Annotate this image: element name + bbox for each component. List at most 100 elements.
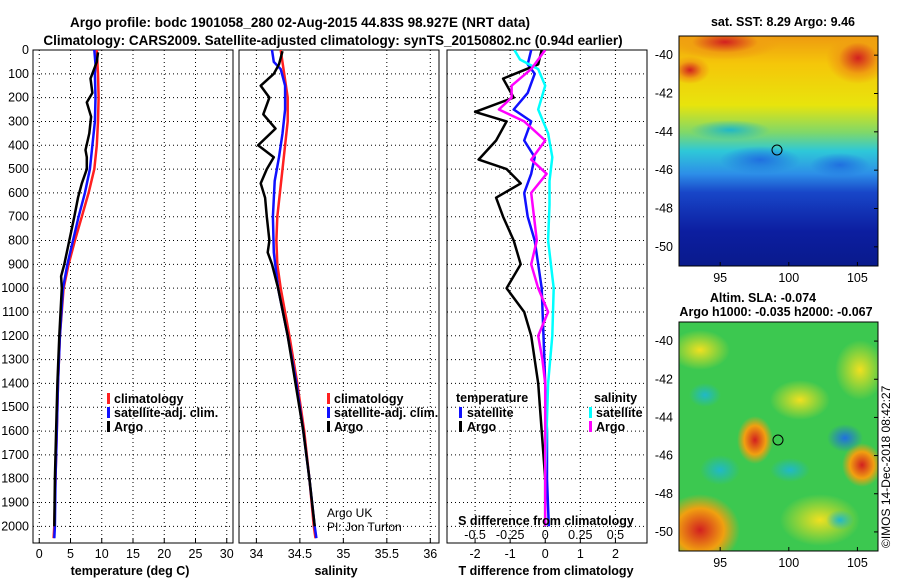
argo-credit-line-2: PI: Jon Turton bbox=[327, 520, 402, 534]
title-line-1: Argo profile: bodc 1901058_280 02-Aug-20… bbox=[70, 15, 530, 30]
title-line-2: Climatology: CARS2009. Satellite-adjuste… bbox=[43, 33, 622, 48]
sst-lat-tick-labels: -40 -42 -44 -46 -48 -50 bbox=[655, 48, 878, 254]
depth-tick-label: 2000 bbox=[1, 519, 29, 533]
depth-tick-labels: 0 100 200 300 400 500 600 700 800 900 1000 1100 1200… bbox=[1, 43, 29, 533]
sst-profile-marker bbox=[771, 144, 783, 156]
depth-tick-label: 1500 bbox=[1, 400, 29, 414]
depth-tick-label: 1600 bbox=[1, 424, 29, 438]
legend-s-satellite-label: satellite bbox=[596, 406, 643, 420]
sst-warm-patch bbox=[679, 56, 710, 84]
lat-tick-label: -50 bbox=[655, 240, 673, 254]
sla-profile-marker bbox=[772, 434, 784, 446]
legend-s-argo-label: Argo bbox=[596, 420, 626, 434]
legend-salinity-title: salinity bbox=[594, 391, 637, 405]
sst-map-frame bbox=[678, 35, 879, 267]
lon-tick-label: 100 bbox=[778, 556, 799, 570]
sst-cool-patch bbox=[720, 146, 800, 174]
legend-s-satellite-swatch bbox=[589, 407, 592, 418]
depth-tick-label: 600 bbox=[8, 186, 29, 200]
x-tick-label: 34.5 bbox=[288, 547, 312, 561]
depth-tick-label: 100 bbox=[8, 67, 29, 81]
legend-t-argo-label: Argo bbox=[467, 420, 497, 434]
x-tick-label: 25 bbox=[189, 547, 203, 561]
difference-panel: -2 -1 0 1 2 -0.5 -0.25 0 0.25 0.5 S difference f… bbox=[446, 49, 648, 578]
imos-credit: ©IMOS 14-Dec-2018 08:42:27 bbox=[879, 385, 893, 548]
sla-map: Altim. SLA: -0.074 Argo h1000: -0.035 h2… bbox=[655, 291, 879, 570]
legend-temperature-title: temperature bbox=[456, 391, 528, 405]
legend-argo-label: Argo bbox=[334, 420, 364, 434]
lat-tick-label: -44 bbox=[655, 410, 673, 424]
t-difference-tick-labels: -2 -1 0 1 2 bbox=[470, 547, 619, 561]
depth-tick-label: 1000 bbox=[1, 281, 29, 295]
salinity-plot-frame bbox=[238, 49, 440, 544]
sla-low-patch bbox=[827, 424, 863, 452]
sla-high-patch bbox=[679, 494, 740, 551]
salinity-grid bbox=[239, 50, 439, 543]
lat-tick-label: -48 bbox=[655, 202, 673, 216]
legend-climatology-label: climatology bbox=[114, 392, 184, 406]
depth-tick-label: 200 bbox=[8, 91, 29, 105]
lat-tick-label: -40 bbox=[655, 334, 673, 348]
sla-high-patch bbox=[737, 416, 773, 464]
sst-lon-tick-labels: 95 100 105 bbox=[713, 262, 868, 285]
x-tick-label: 2 bbox=[612, 547, 619, 561]
depth-tick-label: 0 bbox=[22, 43, 29, 57]
depth-tick-label: 300 bbox=[8, 114, 29, 128]
sla-high-patch bbox=[842, 443, 878, 487]
lat-tick-label: -46 bbox=[655, 163, 673, 177]
s-difference-tick-labels: -0.5 -0.25 0 0.25 0.5 bbox=[464, 528, 624, 542]
salinity-tick-labels: 34 34.5 35 35.5 36 bbox=[249, 547, 437, 561]
s-tick-label: -0.25 bbox=[496, 528, 525, 542]
sst-map-title: sat. SST: 8.29 Argo: 9.46 bbox=[711, 15, 855, 29]
legend-climatology-swatch bbox=[107, 393, 110, 404]
sla-low-patch bbox=[700, 455, 740, 485]
legend-argo-swatch bbox=[107, 421, 110, 432]
depth-tick-label: 800 bbox=[8, 234, 29, 248]
lat-tick-label: -46 bbox=[655, 449, 673, 463]
lat-tick-label: -44 bbox=[655, 125, 673, 139]
temperature-panel: 0100200300400500600700800900100011001200… bbox=[1, 43, 234, 578]
depth-tick-label: 700 bbox=[8, 210, 29, 224]
sla-map-frame bbox=[678, 321, 879, 552]
salinity-profile-lines bbox=[256, 50, 318, 539]
lon-tick-label: 105 bbox=[847, 271, 868, 285]
sla-mid-patch bbox=[835, 340, 878, 400]
sst-field bbox=[679, 36, 878, 266]
lon-tick-label: 100 bbox=[778, 271, 799, 285]
difference-legend: temperature salinity satellite Argo sate… bbox=[456, 391, 643, 434]
x-tick-label: 5 bbox=[67, 547, 74, 561]
sst-map: sat. SST: 8.29 Argo: 9.46 -40-42-44-46-4… bbox=[655, 15, 879, 285]
x-tick-label: 1 bbox=[577, 547, 584, 561]
legend-satellite-label: satellite-adj. clim. bbox=[334, 406, 438, 420]
x-tick-label: 10 bbox=[95, 547, 109, 561]
depth-tick-label: 1200 bbox=[1, 329, 29, 343]
temperature-tick-labels: 0 5 10 15 20 25 30 bbox=[36, 547, 234, 561]
s-tick-label: 0 bbox=[542, 528, 549, 542]
x-tick-label: -2 bbox=[470, 547, 481, 561]
depth-tick-label: 1700 bbox=[1, 448, 29, 462]
salinity-legend: climatology satellite-adj. clim. Argo bbox=[327, 392, 438, 434]
depth-tick-label: 500 bbox=[8, 162, 29, 176]
argo-credit-line-1: Argo UK bbox=[327, 506, 372, 520]
temperature-plot-frame bbox=[32, 49, 234, 544]
series-line bbox=[473, 50, 547, 527]
legend-t-argo-swatch bbox=[459, 421, 462, 432]
salinity-panel: 34 34.5 35 35.5 36 salinity climatology sate… bbox=[238, 49, 440, 578]
x-tick-label: 0 bbox=[36, 547, 43, 561]
legend-argo-swatch bbox=[327, 421, 330, 432]
lat-tick-label: -42 bbox=[655, 372, 673, 386]
lon-tick-label: 95 bbox=[713, 556, 727, 570]
x-tick-label: 35 bbox=[336, 547, 350, 561]
x-tick-label: 30 bbox=[220, 547, 234, 561]
depth-tick-label: 900 bbox=[8, 257, 29, 271]
sla-low-patch bbox=[689, 383, 721, 407]
salinity-xlabel: salinity bbox=[314, 564, 357, 578]
sst-warm-patch bbox=[679, 36, 780, 60]
t-difference-xlabel: T difference from climatology bbox=[458, 564, 633, 578]
sla-mid-patch bbox=[679, 330, 730, 370]
sla-low-patch bbox=[770, 458, 810, 482]
sla-low-patch bbox=[826, 510, 854, 530]
legend-t-satellite-label: satellite bbox=[467, 406, 514, 420]
sla-lat-tick-labels: -40 -42 -44 -46 -48 -50 bbox=[655, 334, 878, 539]
x-tick-label: 36 bbox=[423, 547, 437, 561]
